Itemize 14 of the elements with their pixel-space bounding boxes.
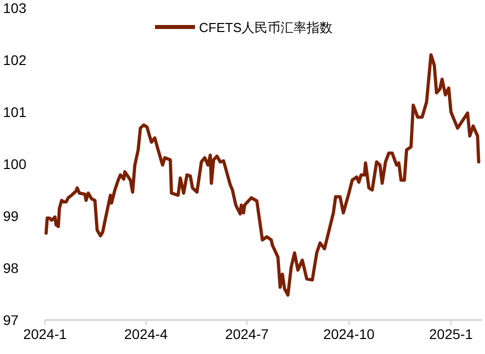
legend-label: CFETS人民币汇率指数	[199, 20, 333, 35]
y-tick-label: 101	[3, 104, 27, 120]
y-tick-label: 100	[3, 156, 27, 172]
y-tick-label: 98	[3, 260, 19, 276]
y-tick-label: 97	[3, 312, 19, 328]
x-tick-label: 2024-10	[323, 326, 375, 342]
x-tick-label: 2024-7	[225, 326, 269, 342]
y-tick-label: 99	[3, 208, 19, 224]
x-tick-label: 2024-4	[124, 326, 168, 342]
line-series	[44, 53, 480, 297]
x-tick-label: 2024-1	[23, 326, 68, 342]
y-tick-label: 102	[3, 52, 27, 68]
y-tick-label: 103	[3, 0, 27, 16]
x-tick-label: 2025-1	[429, 326, 473, 342]
